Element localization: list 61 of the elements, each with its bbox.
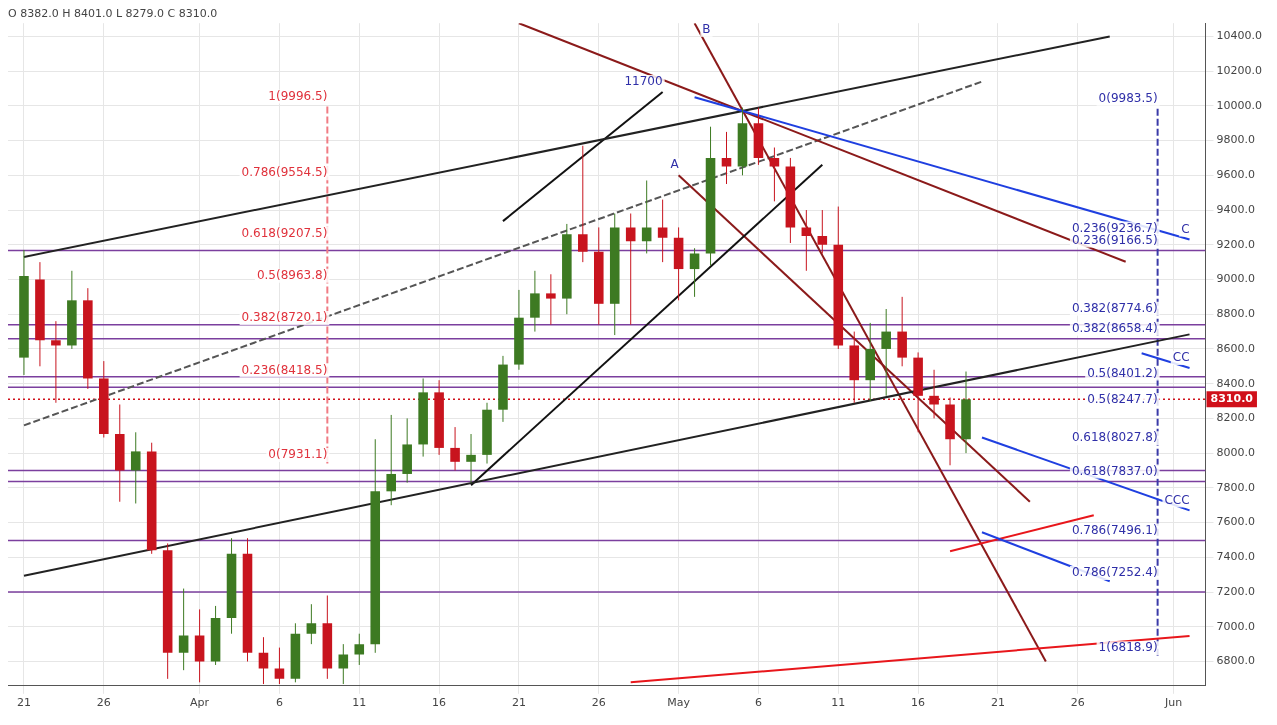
- annotation: 0.786(7252.4): [1071, 565, 1158, 580]
- chart-title: O 8382.0 H 8401.0 L 8279.0 C 8310.0: [8, 7, 218, 21]
- y-tick-label: 9200.0: [1216, 237, 1256, 251]
- y-tick-label: 7000.0: [1216, 619, 1256, 633]
- y-tick-label: 9800.0: [1216, 133, 1256, 147]
- y-tick-label: 9600.0: [1216, 168, 1256, 182]
- x-tick-label: 21: [16, 696, 31, 710]
- annotation: C: [1181, 221, 1190, 236]
- y-tick-label: 10000.0: [1216, 98, 1263, 112]
- annotation: 0.382(8720.1): [241, 310, 328, 325]
- y-tick-label: 7400.0: [1216, 550, 1256, 564]
- annotation: 0.236(9236.7): [1071, 220, 1158, 235]
- x-tick-label: 16: [911, 696, 926, 710]
- annotation: 0.786(7496.1): [1071, 522, 1158, 537]
- y-tick-label: 9400.0: [1216, 202, 1256, 216]
- y-tick-label: 8000.0: [1216, 445, 1256, 459]
- y-tick-label: 8200.0: [1216, 411, 1256, 425]
- annotation: 0.5(8247.7): [1087, 392, 1158, 407]
- annotation: 0.236(8418.5): [241, 362, 328, 377]
- x-tick-label: 21: [990, 696, 1005, 710]
- y-tick-label: 8600.0: [1216, 341, 1256, 355]
- ref-line-label: 8310.0: [1210, 392, 1254, 406]
- x-tick-label: 26: [96, 696, 111, 710]
- annotation: CCC: [1164, 492, 1190, 507]
- y-tick-label: 7800.0: [1216, 480, 1256, 494]
- x-tick-label: 11: [352, 696, 367, 710]
- y-tick-label: 8800.0: [1216, 307, 1256, 321]
- annotation: 1(9996.5): [268, 88, 328, 103]
- annotation: 0.618(8027.8): [1071, 430, 1158, 445]
- annotation: 0.618(7837.0): [1071, 463, 1158, 478]
- y-tick-label: 8400.0: [1216, 376, 1256, 390]
- y-tick-label: 10200.0: [1216, 63, 1263, 77]
- x-tick-label: 6: [275, 696, 283, 710]
- annotation: 0.5(8963.8): [256, 267, 328, 282]
- x-tick-label: 26: [1070, 696, 1085, 710]
- annotation: A: [670, 157, 680, 172]
- annotation: 11700: [624, 74, 663, 89]
- annotation: 1(6818.9): [1098, 640, 1158, 655]
- annotation: 0.236(9166.5): [1071, 232, 1158, 247]
- annotation: 0.618(9207.5): [241, 225, 328, 240]
- annotation: 0(7931.1): [268, 447, 328, 462]
- x-tick-label: 11: [831, 696, 846, 710]
- x-tick-label: Apr: [190, 696, 210, 710]
- annotation: 0.786(9554.5): [241, 165, 328, 180]
- annotation: 0.5(8401.2): [1087, 365, 1158, 380]
- x-tick-label: May: [667, 696, 691, 710]
- x-tick-label: 26: [591, 696, 606, 710]
- x-tick-label: Jun: [1163, 696, 1183, 710]
- x-tick-label: 21: [511, 696, 526, 710]
- annotation: CC: [1172, 350, 1190, 365]
- y-tick-label: 9000.0: [1216, 272, 1256, 286]
- y-tick-label: 6800.0: [1216, 654, 1256, 668]
- y-tick-label: 10400.0: [1216, 29, 1263, 43]
- y-tick-label: 7600.0: [1216, 515, 1256, 529]
- annotation: 0.382(8658.4): [1071, 320, 1158, 335]
- annotation: 0.382(8774.6): [1071, 300, 1158, 315]
- y-tick-label: 7200.0: [1216, 584, 1256, 598]
- x-tick-label: 16: [432, 696, 447, 710]
- x-tick-label: 6: [754, 696, 762, 710]
- annotation: 0(9983.5): [1098, 90, 1158, 105]
- annotation: B: [702, 21, 711, 36]
